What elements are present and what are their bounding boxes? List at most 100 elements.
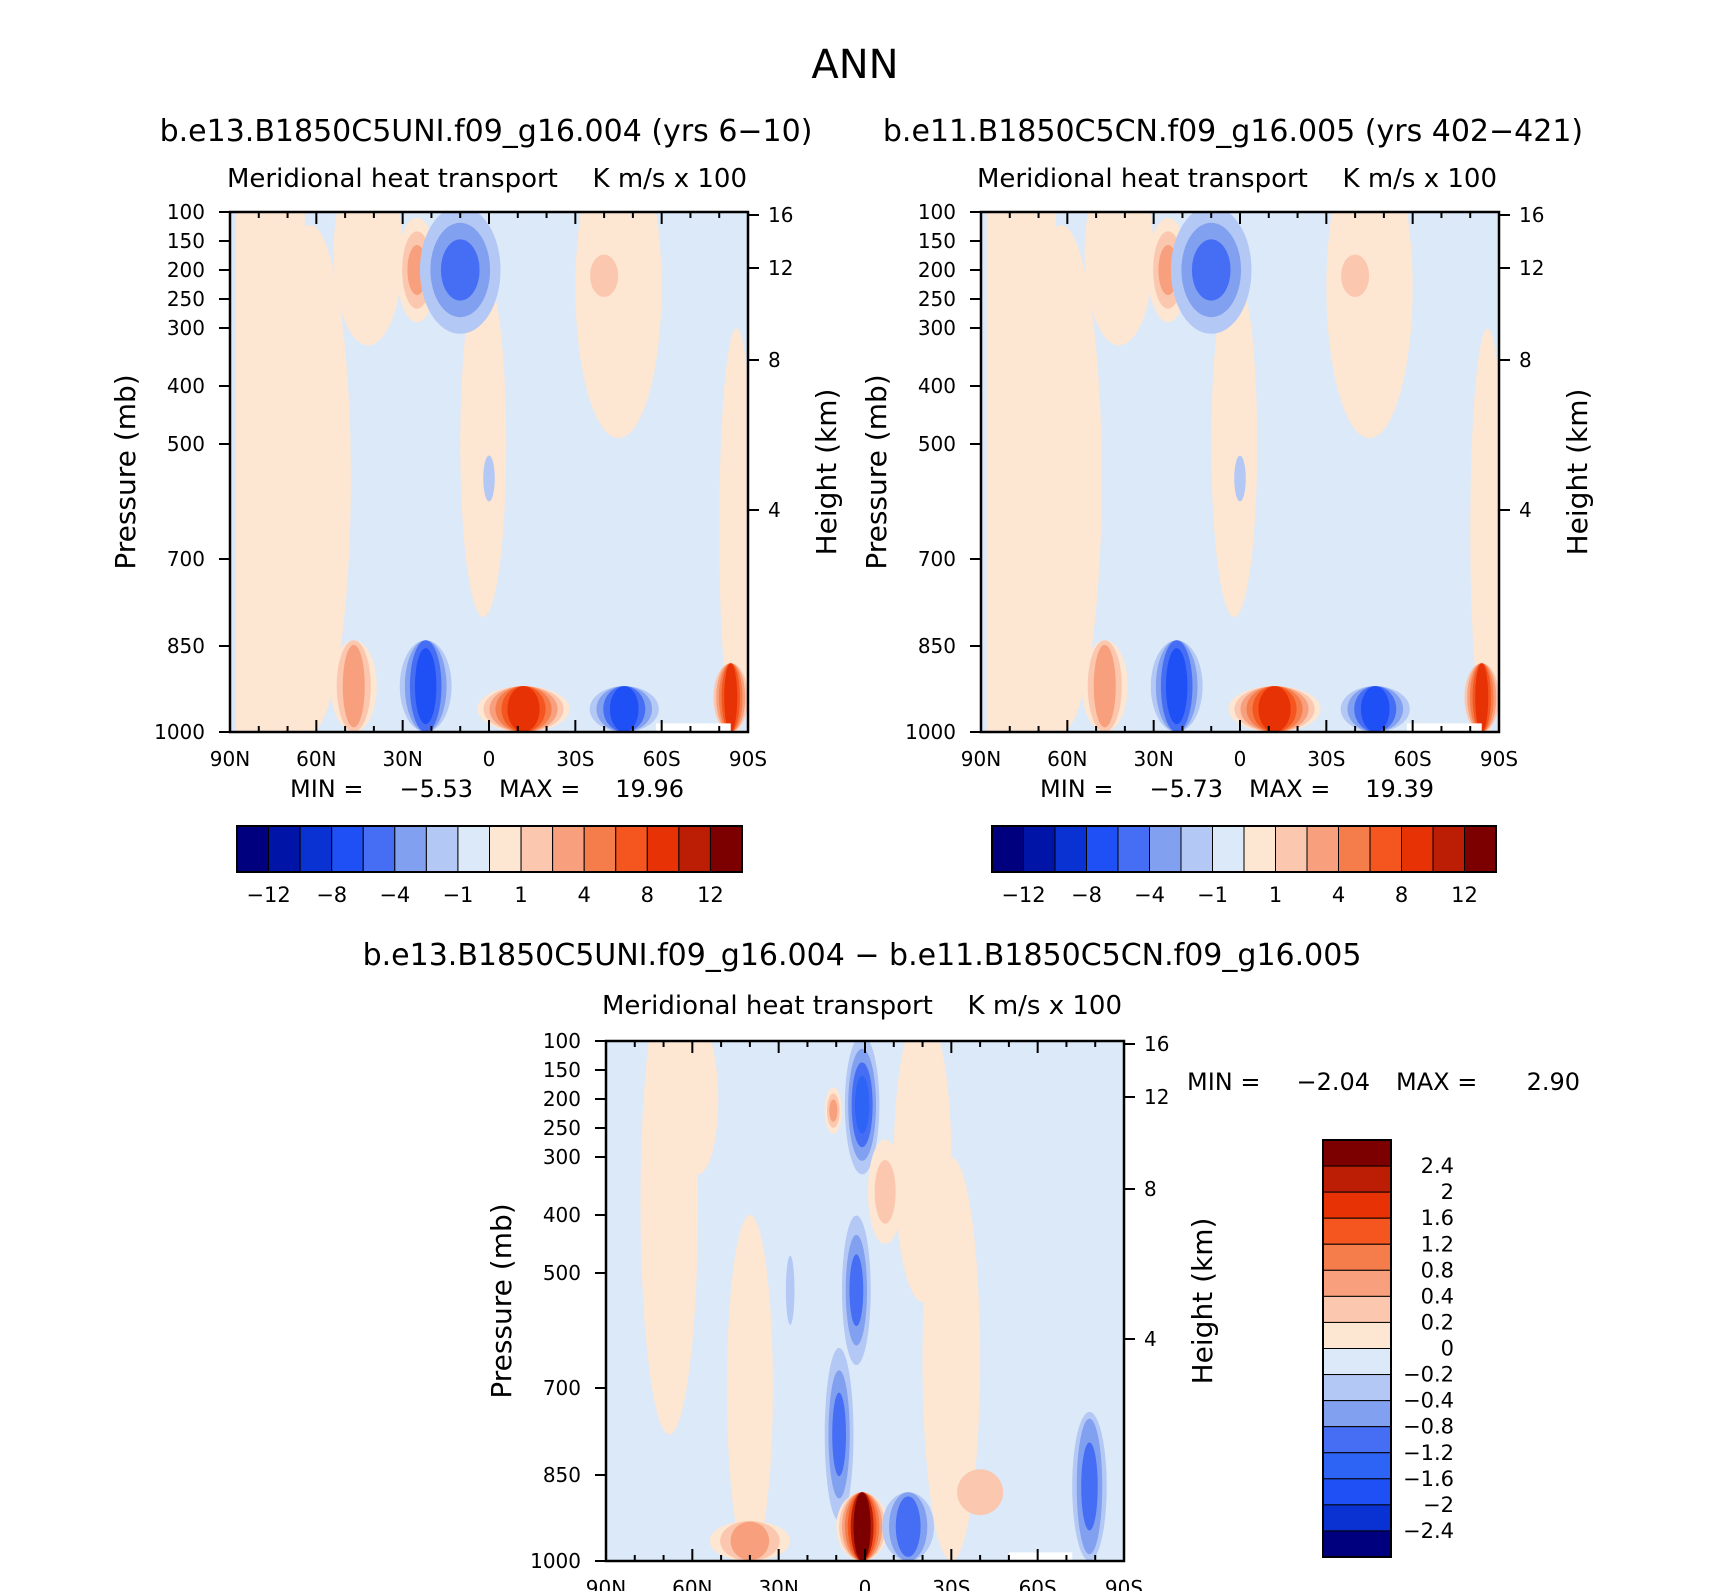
panel-3: 90N 60N 30N 0 30S 60S 90S 100 150 200 250 300 400 500… bbox=[485, 1029, 1219, 1595]
colorbar-tick-label: 8 bbox=[641, 883, 654, 907]
colorbar-tick-label: −8 bbox=[1071, 883, 1102, 907]
colorbar-swatch bbox=[1322, 1426, 1392, 1454]
field-cell-low-warm-eq bbox=[507, 686, 540, 732]
colorbar-tick-label: −12 bbox=[1001, 883, 1045, 907]
panel2-case-title: b.e11.B1850C5CN.f09_g16.005 (yrs 402−421… bbox=[883, 114, 1583, 149]
panel1-max-label: MAX = bbox=[499, 775, 580, 803]
colorbar-swatch bbox=[678, 825, 711, 873]
field-cell-low-warm bbox=[853, 1492, 871, 1561]
colorbar-tick-label: −4 bbox=[379, 883, 410, 907]
colorbar-swatch bbox=[1322, 1269, 1392, 1297]
colorbar-tick-label: 0.8 bbox=[1421, 1258, 1454, 1282]
colorbar-tick-label: 0 bbox=[1441, 1337, 1454, 1361]
panel2-min-label: MIN = bbox=[1040, 775, 1113, 803]
y-tick-label: 250 bbox=[167, 287, 205, 311]
x-tick-label: 30N bbox=[758, 1576, 798, 1591]
panel3-max-value: 2.90 bbox=[1527, 1068, 1580, 1096]
x-tick-label: 0 bbox=[1234, 747, 1247, 771]
x-tick-label: 60N bbox=[296, 747, 336, 771]
colorbar-swatch bbox=[583, 825, 617, 873]
colorbar-swatch bbox=[1322, 1452, 1392, 1480]
contour-field bbox=[981, 212, 1499, 732]
field-cell-upper-cold bbox=[854, 1075, 870, 1134]
colorbar-swatch bbox=[1322, 1478, 1392, 1506]
field-cell-mid-cold-2 bbox=[832, 1392, 847, 1477]
field-cell-south-pole-warm bbox=[1475, 663, 1489, 732]
y2-tick-label: 16 bbox=[1519, 203, 1544, 227]
colorbar-swatch bbox=[1369, 825, 1402, 873]
colorbar-tick-label: −1 bbox=[1197, 883, 1228, 907]
colorbar-frame bbox=[236, 825, 743, 873]
colorbar-swatch bbox=[1086, 825, 1119, 873]
field-cell-low-cold bbox=[414, 648, 437, 725]
colorbar-swatch bbox=[331, 825, 364, 873]
x-tick-label: 60N bbox=[672, 1576, 712, 1591]
y-tick-label: 300 bbox=[167, 316, 205, 340]
y-tick-label: 400 bbox=[918, 374, 956, 398]
colorbar-tick-label: −8 bbox=[316, 883, 347, 907]
colorbar-tick-label: 4 bbox=[1332, 883, 1345, 907]
colorbar-frame bbox=[991, 825, 1497, 873]
panel-1: 90N 60N 30N 0 30S 60S 90S 100 150 200 250 300 400 500… bbox=[109, 200, 843, 771]
y-tick-label: 150 bbox=[918, 229, 956, 253]
colorbar-tick-label: −0.2 bbox=[1403, 1363, 1454, 1387]
colorbar-tick-label: 12 bbox=[1451, 883, 1478, 907]
colorbar-swatch bbox=[1054, 825, 1087, 873]
colorbar-swatch bbox=[1322, 1191, 1392, 1219]
colorbar-3: 2.421.61.20.80.40.2 0−0.2−0.4−0.8−1.2−1.6… bbox=[1322, 1139, 1454, 1558]
colorbar-swatch bbox=[1306, 825, 1339, 873]
panel1-min-label: MIN = bbox=[290, 775, 363, 803]
colorbar-tick-label: −0.4 bbox=[1403, 1389, 1454, 1413]
x-tick-label: 90N bbox=[210, 747, 250, 771]
x-tick-label: 30N bbox=[1133, 747, 1173, 771]
y-tick-label: 700 bbox=[543, 1376, 581, 1400]
y-tick-label: 200 bbox=[918, 258, 956, 282]
colorbar-swatch bbox=[646, 825, 680, 873]
contour-field bbox=[230, 212, 748, 732]
colorbar-tick-label: 12 bbox=[697, 883, 724, 907]
y-tick-label: 200 bbox=[543, 1087, 581, 1111]
y2-axis-label: Height (km) bbox=[810, 389, 843, 556]
y2-tick-label: 4 bbox=[1144, 1327, 1157, 1351]
colorbar-tick-label: 2.4 bbox=[1421, 1154, 1454, 1178]
field-cell-low-warm-eq bbox=[1258, 686, 1291, 732]
y2-axis-label: Height (km) bbox=[1561, 389, 1594, 556]
colorbar-swatch bbox=[1322, 1165, 1392, 1193]
panel2-title-right: K m/s x 100 bbox=[1343, 164, 1498, 194]
y-tick-label: 500 bbox=[167, 432, 205, 456]
y-tick-label: 300 bbox=[543, 1145, 581, 1169]
x-tick-label: 30S bbox=[932, 1576, 970, 1591]
field-cell-low-cold bbox=[895, 1496, 921, 1557]
y2-tick-label: 8 bbox=[1144, 1177, 1157, 1201]
field-cell-small-cold bbox=[1234, 455, 1246, 502]
x-tick-label: 0 bbox=[859, 1576, 872, 1591]
field-region-subtrop-warm bbox=[460, 271, 507, 617]
panel1-case-title: b.e13.B1850C5UNI.f09_g16.004 (yrs 6−10) bbox=[160, 114, 813, 149]
y-tick-label: 500 bbox=[543, 1261, 581, 1285]
field-missing-data bbox=[1008, 1552, 1073, 1561]
colorbar-swatch bbox=[520, 825, 554, 873]
field-cell-upper-warm-left bbox=[829, 1099, 838, 1122]
field-cell-low-warm-left bbox=[730, 1521, 770, 1561]
colorbar-swatch bbox=[1243, 825, 1276, 873]
y-tick-label: 300 bbox=[918, 316, 956, 340]
field-region-warm bbox=[922, 1157, 981, 1561]
y-tick-label: 400 bbox=[167, 374, 205, 398]
panel-2: 90N 60N 30N 0 30S 60S 90S 100 150 200 250 300 400 500… bbox=[860, 200, 1594, 771]
colorbar-swatch bbox=[1322, 1374, 1392, 1402]
colorbar-swatch bbox=[362, 825, 396, 873]
colorbar-swatch bbox=[1322, 1504, 1392, 1532]
field-region-south-pole-warm bbox=[1470, 328, 1499, 732]
y-tick-label: 100 bbox=[167, 200, 205, 224]
colorbar-tick-label: −2.4 bbox=[1403, 1519, 1454, 1543]
y2-tick-label: 16 bbox=[1144, 1032, 1169, 1056]
field-cell-thin-cold bbox=[785, 1255, 795, 1325]
x-tick-label: 90N bbox=[961, 747, 1001, 771]
y-axis-label: Pressure (mb) bbox=[109, 374, 142, 569]
y-tick-label: 700 bbox=[167, 547, 205, 571]
field-cell-upper-cold bbox=[1191, 239, 1231, 301]
field-region-warm bbox=[726, 1215, 773, 1561]
colorbar-swatch bbox=[1117, 825, 1150, 873]
x-tick-label: 30N bbox=[382, 747, 422, 771]
